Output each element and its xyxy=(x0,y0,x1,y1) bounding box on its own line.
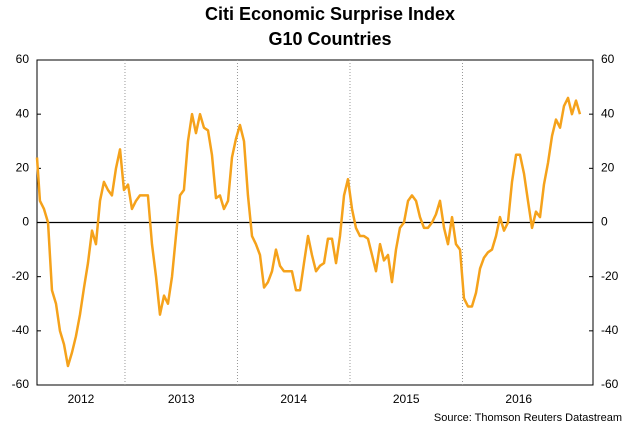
x-tick-label: 2014 xyxy=(280,392,307,406)
x-tick-label: 2016 xyxy=(505,392,532,406)
y2-tick-label: 0 xyxy=(601,215,608,229)
x-tick-label: 2013 xyxy=(168,392,195,406)
y-tick-label: 40 xyxy=(16,106,30,120)
y2-tick-label: -60 xyxy=(601,377,619,391)
data-line xyxy=(35,96,582,368)
y2-tick-label: 60 xyxy=(601,52,615,66)
y2-tick-label: 40 xyxy=(601,106,615,120)
y-tick-label: 0 xyxy=(22,215,29,229)
y2-tick-label: -40 xyxy=(601,323,619,337)
y2-tick-label: -20 xyxy=(601,269,619,283)
y-tick-label: -40 xyxy=(12,323,30,337)
y-tick-label: 60 xyxy=(16,52,30,66)
y-tick-label: 20 xyxy=(16,161,30,175)
x-tick-label: 2015 xyxy=(393,392,420,406)
x-tick-label: 2012 xyxy=(68,392,95,406)
y-tick-label: -60 xyxy=(12,377,30,391)
chart-title: Citi Economic Surprise Index xyxy=(205,4,455,24)
y-tick-label: -20 xyxy=(12,269,30,283)
y2-tick-label: 20 xyxy=(601,161,615,175)
source-note: Source: Thomson Reuters Datastream xyxy=(434,412,622,424)
chart-subtitle: G10 Countries xyxy=(268,29,391,49)
